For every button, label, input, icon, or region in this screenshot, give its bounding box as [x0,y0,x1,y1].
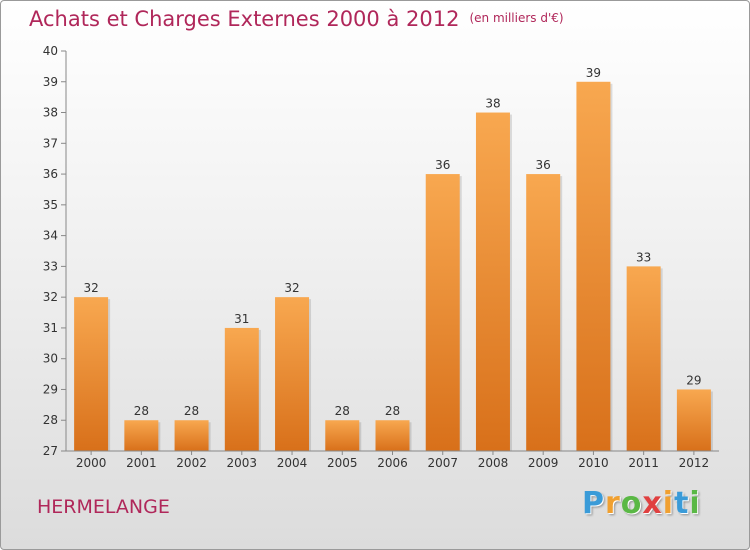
x-tick-label-2002: 2002 [176,456,207,470]
data-label-2007: 36 [435,158,450,172]
y-tick-label: 31 [43,321,58,335]
data-label-2011: 33 [636,250,651,264]
x-tick-label-2012: 2012 [679,456,710,470]
data-label-2009: 36 [536,158,551,172]
x-tick-label-2001: 2001 [126,456,157,470]
bar-2002 [174,420,209,451]
bar-2009 [526,174,561,452]
x-tick-label-2000: 2000 [76,456,107,470]
data-label-2002: 28 [184,404,199,418]
data-label-2000: 32 [83,281,98,295]
x-tick-label-2011: 2011 [628,456,659,470]
chart-title-text: Achats et Charges Externes 2000 à 2012 [29,7,460,31]
bar-2001 [124,420,159,451]
x-tick-label-2006: 2006 [377,456,408,470]
y-tick-label: 39 [43,75,58,89]
x-tick-label-2010: 2010 [578,456,609,470]
data-label-2005: 28 [335,404,350,418]
bar-2008 [475,112,510,452]
y-tick-label: 29 [43,382,58,396]
bar-2003 [224,327,259,451]
x-tick-label-2008: 2008 [478,456,509,470]
y-tick-label: 40 [43,44,58,58]
data-label-2004: 32 [284,281,299,295]
x-tick-label-2009: 2009 [528,456,559,470]
y-tick-label: 33 [43,259,58,273]
x-tick-label-2003: 2003 [227,456,258,470]
y-tick-label: 28 [43,413,58,427]
bar-2007 [425,174,460,452]
y-tick-label: 37 [43,136,58,150]
data-label-2003: 31 [234,312,249,326]
y-tick-label: 36 [43,167,58,181]
y-tick-label: 30 [43,352,58,366]
x-axis: 2000 2001 2002 2003 2004 2005 2006 2007 2008 2009… [66,450,719,470]
data-label-2012: 29 [686,373,701,387]
x-tick-label-2004: 2004 [277,456,308,470]
logo-letter: t [674,486,690,521]
data-label-2001: 28 [134,404,149,418]
commune-name: HERMELANGE [37,496,170,518]
bar-2011 [626,266,661,451]
logo-letter: i [662,486,675,521]
logo-letter: i [689,486,701,521]
logo-letter: P [582,486,605,521]
y-tick-label: 32 [43,290,58,304]
proxiti-logo: Proxiti [582,486,701,521]
bar-2005 [325,420,360,451]
x-tick-label-2005: 2005 [327,456,358,470]
bar-2010 [576,81,611,452]
y-tick-label: 35 [43,198,58,212]
bar-2012 [676,389,711,451]
bars-group: 32 28 28 31 32 28 28 36 38 36 39 33 29 [74,66,713,452]
data-label-2006: 28 [385,404,400,418]
bar-2004 [275,297,310,451]
bar-2006 [375,420,410,451]
data-label-2010: 39 [586,66,601,80]
logo-letter: r [605,486,621,521]
y-tick-label: 34 [43,229,58,243]
data-label-2008: 38 [485,97,500,111]
bar-2000 [74,297,109,451]
y-tick-label: 27 [43,444,58,458]
unit-note: (en milliers d'€) [469,11,564,25]
logo-letter: o [620,486,643,521]
y-tick-label: 38 [43,106,58,120]
y-axis: 27 28 29 30 31 32 33 34 35 36 37 38 39 40 [43,44,67,458]
logo-letter: x [642,486,663,521]
x-tick-label-2007: 2007 [427,456,458,470]
chart-title: Achats et Charges Externes 2000 à 2012 (e… [29,7,564,31]
